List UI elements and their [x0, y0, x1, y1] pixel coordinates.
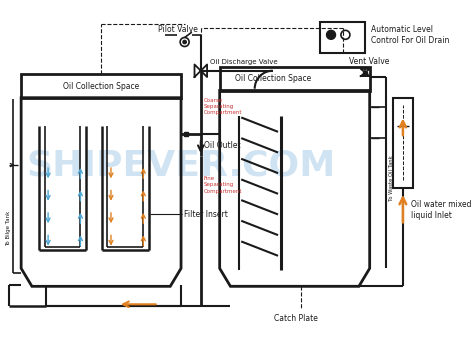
Circle shape: [327, 30, 336, 39]
Bar: [320, 22, 365, 53]
Text: Oil Collection Space: Oil Collection Space: [63, 82, 139, 90]
Bar: [393, 98, 413, 187]
Text: Filter Insert: Filter Insert: [184, 210, 228, 219]
Text: Vent Valve: Vent Valve: [349, 57, 389, 66]
Text: Pilot Valve: Pilot Valve: [158, 25, 198, 34]
Text: SHIPEVER.COM: SHIPEVER.COM: [27, 148, 336, 182]
Bar: [219, 67, 370, 90]
Text: Automatic Level
Control For Oil Drain: Automatic Level Control For Oil Drain: [371, 25, 449, 45]
Text: Fine
Separating
Compartment: Fine Separating Compartment: [203, 176, 242, 194]
Text: Oil Collection Space: Oil Collection Space: [236, 74, 312, 83]
Text: Coarse
Separating
Compartment: Coarse Separating Compartment: [203, 98, 242, 116]
Text: Catch Plate: Catch Plate: [274, 314, 318, 323]
Text: To Waste Oil Tank: To Waste Oil Tank: [389, 156, 393, 201]
Text: Oil Discharge Valve: Oil Discharge Valve: [210, 59, 277, 65]
Text: To Bilge Tank: To Bilge Tank: [6, 210, 11, 246]
Bar: [21, 74, 181, 98]
Circle shape: [183, 40, 186, 44]
Text: Oil Outlet: Oil Outlet: [204, 141, 241, 150]
Text: Oil water mixed
liquid Inlet: Oil water mixed liquid Inlet: [411, 200, 472, 220]
